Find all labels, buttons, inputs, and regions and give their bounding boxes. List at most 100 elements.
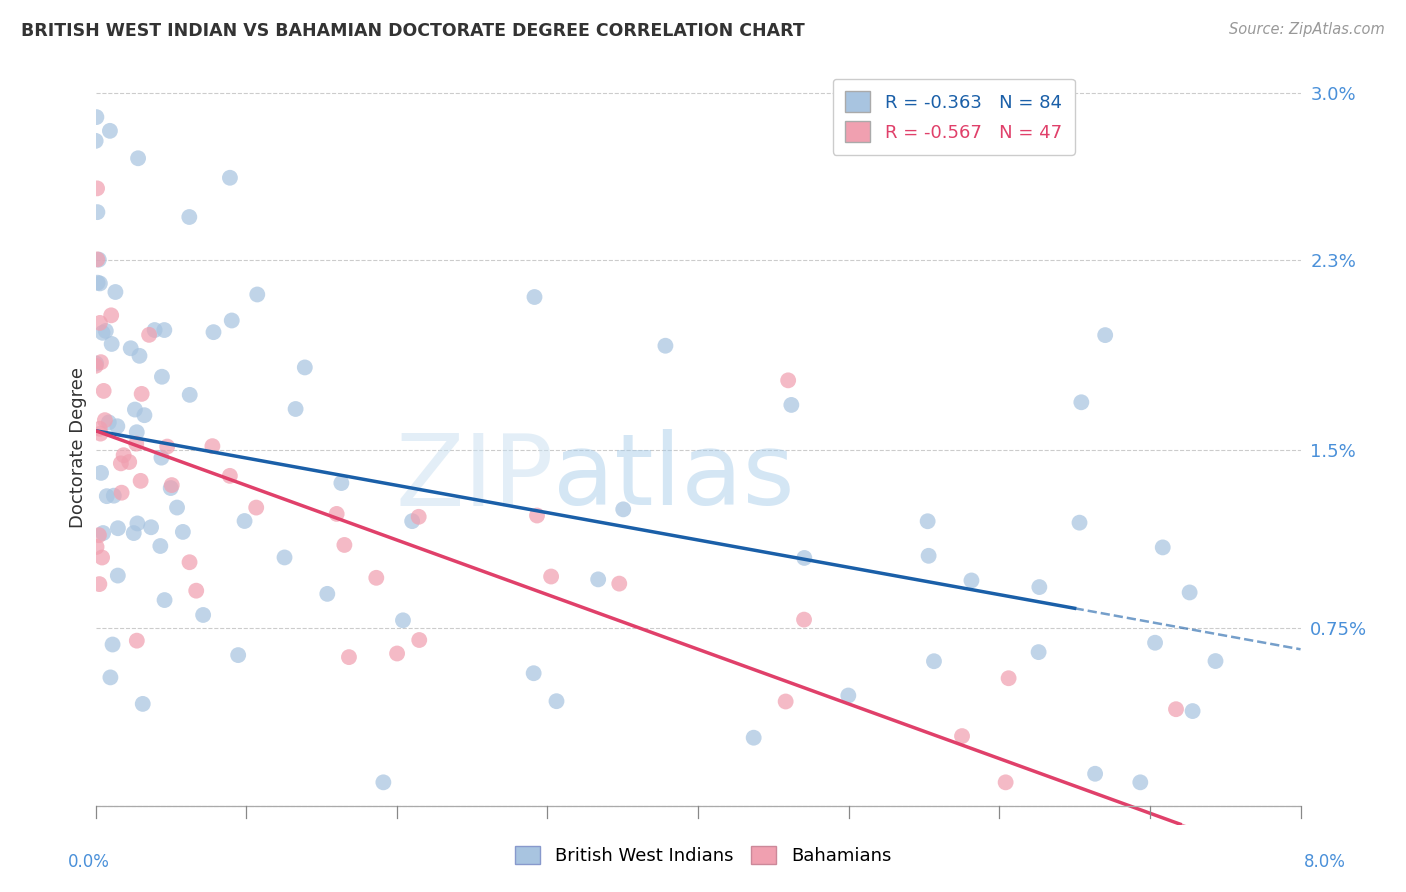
Point bbox=[87, 252, 110, 267]
Legend: R = -0.363   N = 84, R = -0.567   N = 47: R = -0.363 N = 84, R = -0.567 N = 47 bbox=[832, 78, 1074, 154]
Point bbox=[89, 577, 111, 591]
Point bbox=[86, 252, 108, 267]
Point bbox=[401, 514, 423, 528]
Point bbox=[125, 425, 148, 440]
Point bbox=[1069, 516, 1091, 530]
Point bbox=[366, 571, 388, 585]
Point bbox=[107, 568, 129, 582]
Point bbox=[333, 538, 356, 552]
Point bbox=[150, 369, 173, 384]
Point bbox=[294, 360, 316, 375]
Point bbox=[245, 500, 267, 515]
Point bbox=[86, 205, 108, 219]
Point bbox=[392, 613, 415, 627]
Point bbox=[93, 384, 115, 398]
Point bbox=[94, 413, 117, 427]
Point bbox=[1181, 704, 1204, 718]
Point bbox=[150, 450, 173, 465]
Point bbox=[540, 569, 562, 583]
Point bbox=[91, 550, 114, 565]
Point bbox=[138, 327, 160, 342]
Point bbox=[793, 550, 815, 565]
Point bbox=[742, 731, 765, 745]
Point bbox=[125, 633, 148, 648]
Point bbox=[1178, 585, 1201, 599]
Point bbox=[201, 439, 224, 453]
Point bbox=[134, 408, 156, 422]
Point bbox=[612, 502, 634, 516]
Point bbox=[124, 402, 146, 417]
Text: 8.0%: 8.0% bbox=[1303, 853, 1346, 871]
Point bbox=[139, 520, 162, 534]
Point bbox=[91, 526, 114, 541]
Y-axis label: Doctorate Degree: Doctorate Degree bbox=[69, 367, 87, 528]
Point bbox=[1205, 654, 1227, 668]
Point bbox=[523, 290, 546, 304]
Point bbox=[172, 524, 194, 539]
Point bbox=[86, 181, 108, 195]
Point bbox=[89, 277, 111, 291]
Point bbox=[90, 355, 112, 369]
Point bbox=[104, 285, 127, 299]
Point bbox=[1070, 395, 1092, 409]
Point bbox=[90, 466, 112, 480]
Point bbox=[373, 775, 395, 789]
Legend: British West Indians, Bahamians: British West Indians, Bahamians bbox=[508, 838, 898, 872]
Point bbox=[160, 478, 183, 492]
Point bbox=[221, 313, 243, 327]
Point bbox=[86, 540, 108, 554]
Point bbox=[780, 398, 803, 412]
Point bbox=[1094, 328, 1116, 343]
Point bbox=[546, 694, 568, 708]
Point bbox=[100, 309, 122, 323]
Point bbox=[385, 647, 408, 661]
Point bbox=[917, 514, 939, 528]
Point bbox=[408, 509, 430, 524]
Point bbox=[586, 573, 609, 587]
Point bbox=[143, 323, 166, 337]
Point bbox=[922, 654, 945, 668]
Point bbox=[110, 456, 132, 470]
Point bbox=[950, 729, 973, 743]
Point bbox=[127, 516, 149, 531]
Point bbox=[153, 593, 176, 607]
Point bbox=[1144, 636, 1167, 650]
Point bbox=[1129, 775, 1152, 789]
Point bbox=[316, 587, 339, 601]
Point bbox=[233, 514, 256, 528]
Point bbox=[337, 650, 360, 665]
Point bbox=[100, 670, 122, 684]
Point bbox=[1164, 702, 1187, 716]
Point bbox=[105, 419, 128, 434]
Point bbox=[89, 316, 111, 330]
Point bbox=[179, 555, 201, 569]
Point bbox=[837, 689, 859, 703]
Text: BRITISH WEST INDIAN VS BAHAMIAN DOCTORATE DEGREE CORRELATION CHART: BRITISH WEST INDIAN VS BAHAMIAN DOCTORAT… bbox=[21, 22, 804, 40]
Point bbox=[91, 326, 114, 340]
Point bbox=[118, 455, 141, 469]
Point bbox=[1084, 766, 1107, 780]
Point bbox=[775, 694, 797, 708]
Point bbox=[101, 638, 124, 652]
Point bbox=[87, 528, 110, 542]
Point bbox=[1152, 541, 1174, 555]
Point bbox=[98, 124, 121, 138]
Point bbox=[246, 287, 269, 301]
Point bbox=[89, 422, 111, 436]
Point bbox=[284, 402, 307, 417]
Point bbox=[226, 648, 249, 662]
Point bbox=[408, 632, 430, 647]
Point bbox=[129, 474, 152, 488]
Point bbox=[125, 436, 148, 450]
Point bbox=[654, 339, 676, 353]
Point bbox=[191, 607, 214, 622]
Text: 0.0%: 0.0% bbox=[67, 853, 110, 871]
Point bbox=[523, 666, 546, 681]
Point bbox=[526, 508, 548, 523]
Point bbox=[202, 325, 225, 339]
Point bbox=[330, 476, 353, 491]
Point bbox=[917, 549, 939, 563]
Point bbox=[107, 521, 129, 535]
Point bbox=[153, 323, 176, 337]
Point bbox=[166, 500, 188, 515]
